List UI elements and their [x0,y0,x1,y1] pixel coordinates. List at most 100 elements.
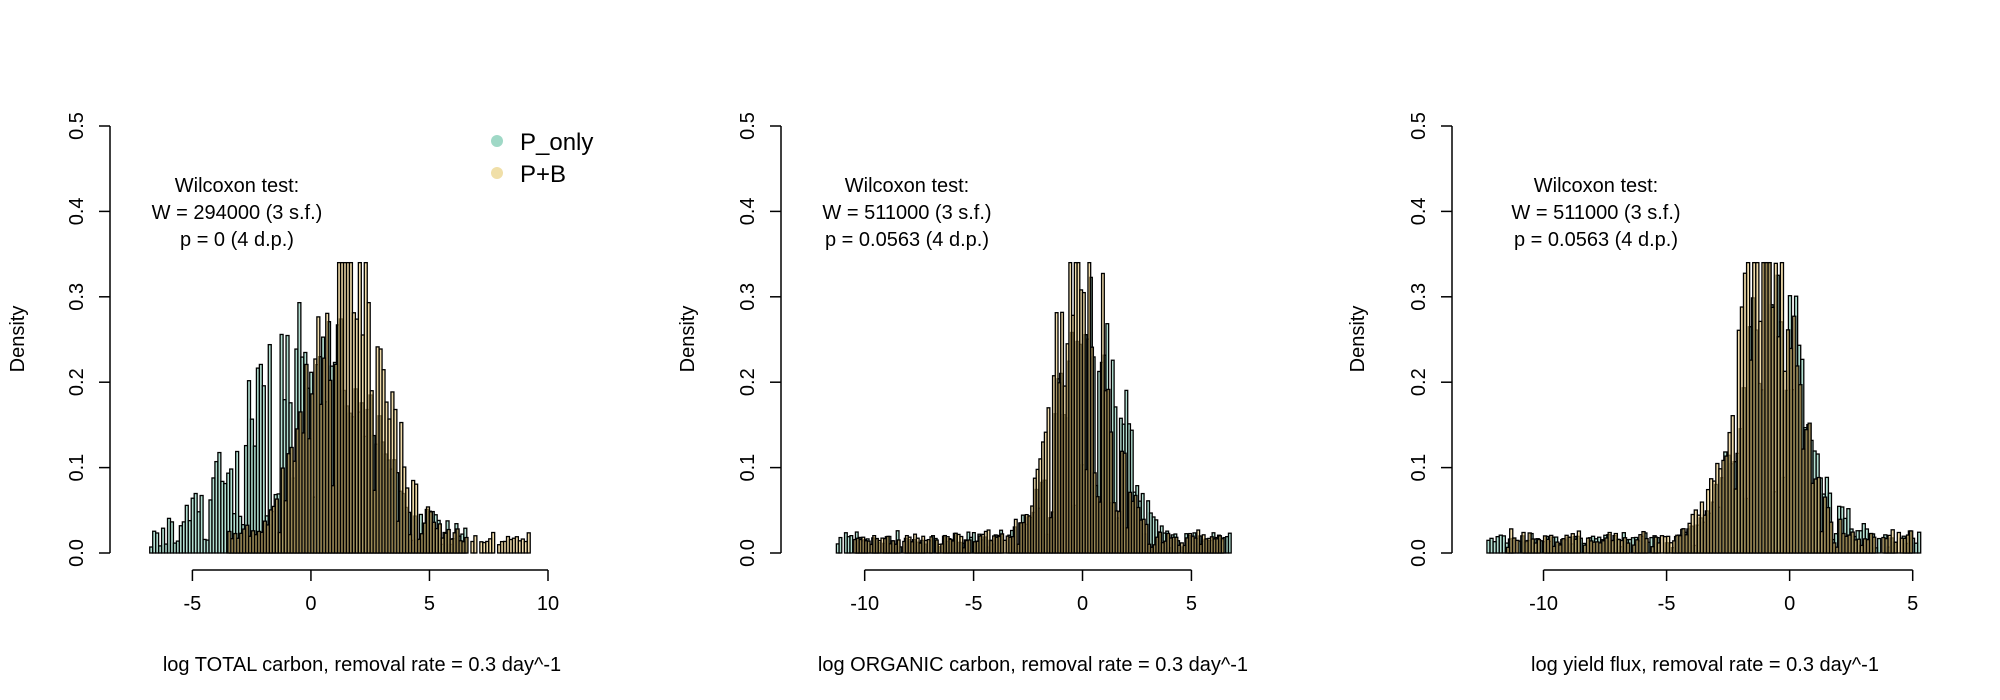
x-tick-label: 5 [1186,593,1197,615]
histogram-bars [835,261,1232,554]
y-tick-label: 0.5 [737,112,759,140]
y-tick-label: 0.0 [66,539,88,567]
histogram-bar-p-plus-b [1625,542,1631,554]
histogram-bar-p-only [155,532,160,554]
histogram-bar-p-plus-b [1576,530,1582,554]
annotation-line: W = 511000 (3 s.f.) [1511,202,1680,224]
histogram-bar-p-plus-b [1013,518,1018,554]
histogram-bar-p-plus-b [1046,407,1051,554]
histogram-bar-p-plus-b [1828,521,1834,554]
y-tick-label: 0.5 [1408,112,1430,140]
y-axis: 0.0 0.1 0.2 0.3 0.4 0.5 [1408,112,1453,567]
histogram-bar-p-plus-b [896,539,901,554]
x-tick-label: 0 [1077,593,1088,615]
histogram-bar-p-plus-b [1081,291,1086,554]
y-axis: 0.0 0.1 0.2 0.3 0.4 0.5 [66,112,111,567]
histogram-bar-p-plus-b [1816,476,1822,554]
histogram-bar-p-plus-b [369,390,374,554]
x-tick-label: 10 [537,593,559,615]
x-tick-label: -5 [1658,593,1676,615]
y-tick-label: 0.2 [66,368,88,396]
histogram-bar-p-plus-b [413,483,419,554]
y-axis-label: Density [677,306,699,373]
wilcoxon-annotation: Wilcoxon test: W = 511000 (3 s.f.) p = 0.0… [822,175,991,251]
histogram-bars [1486,261,1922,554]
wilcoxon-annotation: Wilcoxon test: W = 511000 (3 s.f.) p = 0.0… [1511,175,1680,251]
annotation-line: p = 0 (4 d.p.) [180,229,294,251]
x-axis: -10 -5 0 5 [1529,569,1918,615]
histogram-bar-p-plus-b [491,531,496,554]
y-tick-label: 0.3 [1408,283,1430,311]
annotation-line: p = 0.0563 (4 d.p.) [1514,229,1678,251]
y-tick-label: 0.4 [66,197,88,225]
x-tick-label: 0 [1784,593,1795,615]
histogram-bar-p-plus-b [929,536,934,554]
histogram-bar-p-plus-b [1890,529,1895,554]
histogram-bar-p-only [199,494,204,554]
x-axis-label: log TOTAL carbon, removal rate = 0.3 day… [163,654,561,676]
panel-3: 0.0 0.1 0.2 0.3 0.4 0.5 -10 -5 0 5 log yield flux,… [1347,112,1922,676]
histogram-bar-p-only [838,536,843,554]
annotation-line: p = 0.0563 (4 d.p.) [825,229,989,251]
y-tick-label: 0.3 [737,283,759,311]
histogram-bar-p-plus-b [1122,452,1127,554]
histogram-bar-p-plus-b [1730,415,1735,554]
annotation-line: Wilcoxon test: [1534,175,1658,197]
y-tick-label: 0.3 [66,283,88,311]
histogram-bar-p-only [849,535,854,554]
x-axis-label: log ORGANIC carbon, removal rate = 0.3 d… [818,654,1248,676]
y-axis-label: Density [1347,306,1369,373]
y-tick-label: 0.4 [737,197,759,225]
histogram-bar-p-plus-b [526,532,531,554]
legend: P_only P+B [491,129,593,188]
y-axis: 0.0 0.1 0.2 0.3 0.4 0.5 [737,112,782,567]
y-tick-label: 0.2 [1408,368,1430,396]
panel-2: 0.0 0.1 0.2 0.3 0.4 0.5 -10 -5 0 5 log ORGANIC car… [677,112,1248,676]
histogram-bar-p-plus-b [473,535,478,554]
y-tick-label: 0.0 [737,539,759,567]
histogram-bar-p-plus-b [1515,539,1520,554]
wilcoxon-annotation: Wilcoxon test: W = 294000 (3 s.f.) p = 0 (… [152,175,323,251]
y-tick-label: 0.1 [66,454,88,482]
histogram-bar-p-plus-b [1109,431,1114,554]
histogram-bar-p-plus-b [464,536,469,554]
histogram-bar-p-plus-b [1196,529,1201,554]
histogram-bar-p-plus-b [1908,530,1914,554]
histogram-bar-p-only [160,527,166,554]
y-tick-label: 0.1 [1408,454,1430,482]
y-tick-label: 0.4 [1408,197,1430,225]
histogram-bars [149,261,531,554]
panel-1: 0.0 0.1 0.2 0.3 0.4 0.5 -5 0 5 10 log TOTAL carbon… [7,112,561,676]
x-tick-label: -5 [184,593,202,615]
histogram-bar-p-only [1227,532,1232,554]
histogram-bar-p-plus-b [1644,537,1649,554]
histogram-bar-p-plus-b [967,539,972,554]
legend-marker-p-only [491,135,503,147]
y-tick-label: 0.2 [737,368,759,396]
annotation-line: Wilcoxon test: [175,175,299,197]
x-axis-label: log yield flux, removal rate = 0.3 day^-… [1531,654,1879,676]
annotation-line: Wilcoxon test: [845,175,969,197]
x-tick-label: 5 [1907,593,1918,615]
x-tick-label: -5 [965,593,983,615]
x-tick-label: 0 [305,593,316,615]
histogram-bar-p-plus-b [1090,346,1095,554]
histogram-bar-p-only [1876,537,1882,554]
y-tick-label: 0.1 [737,454,759,482]
annotation-line: W = 294000 (3 s.f.) [152,202,323,224]
x-tick-label: -10 [1529,593,1558,615]
histogram-bar-p-plus-b [1536,538,1542,554]
histogram-bar-p-plus-b [393,408,398,554]
legend-marker-p-plus-b [491,167,503,179]
y-tick-label: 0.0 [1408,539,1430,567]
legend-label-p-plus-b: P+B [520,161,566,188]
histogram-bar-p-plus-b [328,379,333,554]
y-tick-label: 0.5 [66,112,88,140]
x-axis: -5 0 5 10 [184,569,559,615]
x-axis: -10 -5 0 5 [850,569,1197,615]
x-tick-label: -10 [850,593,879,615]
histogram-bar-p-plus-b [1220,538,1225,554]
histogram-bar-p-plus-b [1549,534,1554,554]
legend-label-p-only: P_only [520,129,593,156]
